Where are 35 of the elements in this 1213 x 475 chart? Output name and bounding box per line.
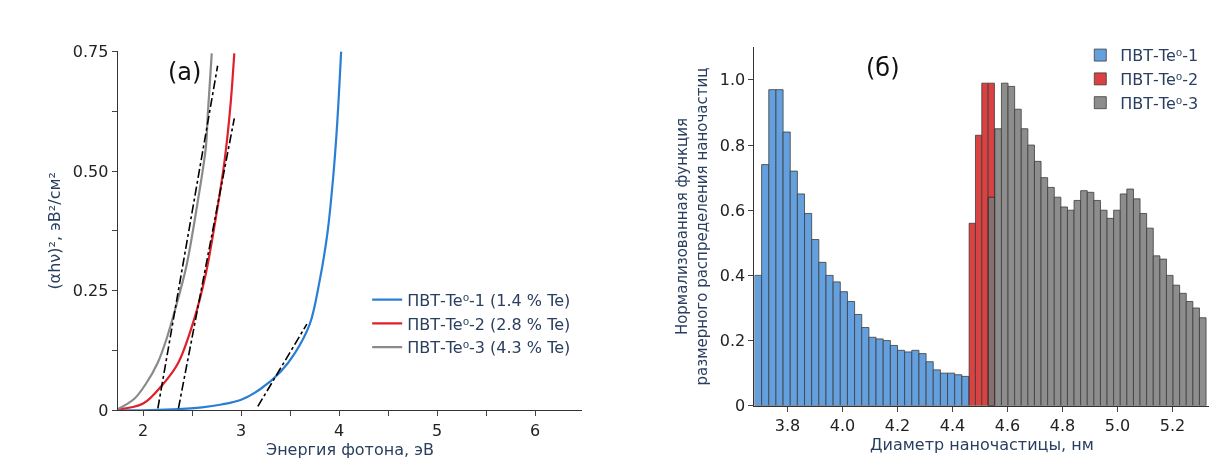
x-axis-title: Энергия фотона, эВ bbox=[265, 439, 434, 459]
x-tick-label: 6 bbox=[530, 420, 541, 440]
x-axis-title: Диаметр наночастицы, нм bbox=[870, 435, 1094, 455]
y-tick-label: 0.6 bbox=[719, 200, 746, 220]
y-tick-label: 0.75 bbox=[72, 42, 109, 62]
x-tick-label: 5.0 bbox=[1104, 416, 1131, 436]
x-tick-label: 3 bbox=[236, 420, 247, 440]
x-tick-label: 4.6 bbox=[994, 416, 1021, 436]
x-tick-label: 3.8 bbox=[774, 416, 801, 436]
legend-label: ПВТ-Te⁰-2 bbox=[1120, 70, 1199, 90]
annotation: (a) bbox=[168, 58, 202, 86]
y-tick-label: 0.25 bbox=[72, 281, 109, 301]
legend-label: ПВТ-Te⁰-1 (1.4 % Te) bbox=[407, 290, 571, 310]
y-axis-title: (αhν)², эВ²/см² bbox=[44, 172, 64, 290]
x-tick-label: 2 bbox=[138, 420, 149, 440]
y-axis-title: Нормализованная функция размерного распределения наночастиц bbox=[673, 67, 711, 386]
y-tick-label: 0.50 bbox=[72, 161, 109, 181]
y-tick-label: 0.2 bbox=[719, 331, 746, 351]
x-tick-label: 5.2 bbox=[1159, 416, 1186, 436]
x-tick-label: 4.0 bbox=[829, 416, 856, 436]
x-tick-label: 4.2 bbox=[884, 416, 911, 436]
y-tick-label: 0 bbox=[735, 396, 746, 416]
y-tick-label: 0.8 bbox=[719, 135, 746, 155]
legend-label: ПВТ-Te⁰-1 bbox=[1120, 46, 1199, 66]
y-tick-label: 0.4 bbox=[719, 265, 746, 285]
y-tick-label: 0 bbox=[98, 400, 109, 420]
x-tick-label: 4 bbox=[334, 420, 345, 440]
x-tick-label: 4.8 bbox=[1049, 416, 1076, 436]
legend-label: ПВТ-Te⁰-2 (2.8 % Te) bbox=[407, 314, 571, 334]
legend-label: ПВТ-Te⁰-3 (4.3 % Te) bbox=[407, 338, 571, 358]
x-tick-label: 4.4 bbox=[939, 416, 966, 436]
legend-label: ПВТ-Te⁰-3 bbox=[1120, 93, 1199, 113]
annotation: (б) bbox=[866, 54, 900, 82]
y-tick-label: 1.0 bbox=[719, 70, 746, 90]
x-tick-label: 5 bbox=[432, 420, 443, 440]
